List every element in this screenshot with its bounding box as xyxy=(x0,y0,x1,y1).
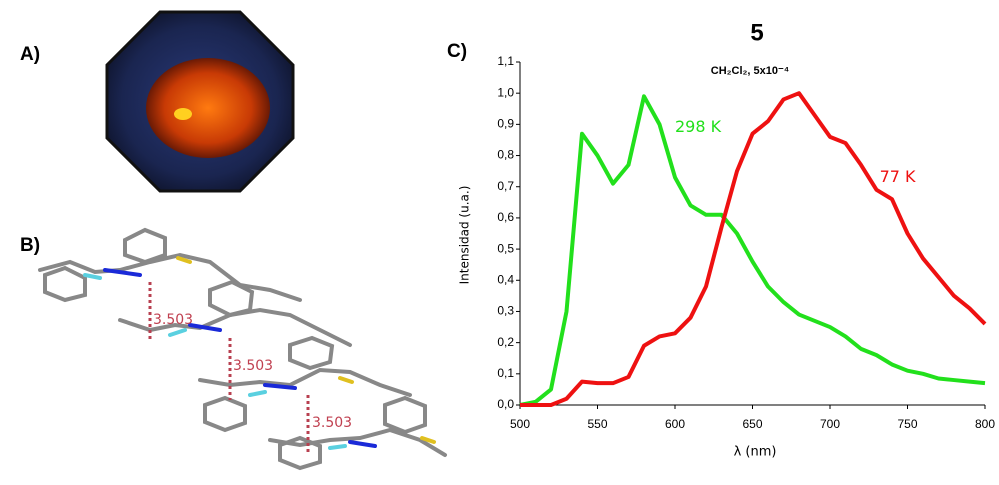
y-tick-label: 0,5 xyxy=(497,241,514,255)
x-tick-label: 550 xyxy=(587,417,607,431)
series-line xyxy=(520,96,985,405)
y-tick-label: 0,0 xyxy=(497,397,514,411)
series-label: 77 K xyxy=(880,167,916,186)
y-tick-label: 0,4 xyxy=(497,272,514,286)
y-tick-label: 0,2 xyxy=(497,335,514,349)
y-tick-label: 0,6 xyxy=(497,210,514,224)
x-tick-label: 800 xyxy=(975,417,995,431)
crystal-structure xyxy=(40,230,445,468)
y-tick-label: 1,1 xyxy=(497,54,514,68)
y-tick-label: 0,9 xyxy=(497,117,514,131)
figure: A) B) C) 3.503 3.503 3.503 5 CH₂Cl₂, 5x1… xyxy=(0,0,999,481)
distance-label: 3.503 xyxy=(233,358,273,374)
x-tick-label: 750 xyxy=(897,417,917,431)
panel-label: A) xyxy=(20,44,40,65)
distance-label: 3.503 xyxy=(153,312,193,328)
chart-title: 5 xyxy=(750,19,763,46)
y-tick-label: 0,7 xyxy=(497,179,514,193)
y-tick-label: 0,1 xyxy=(497,366,514,380)
y-tick-label: 1,0 xyxy=(497,85,514,99)
x-tick-label: 600 xyxy=(665,417,685,431)
y-axis-label: Intensidad (u.a.) xyxy=(458,186,472,285)
x-axis-label: λ (nm) xyxy=(734,445,777,460)
x-tick-label: 650 xyxy=(742,417,762,431)
x-tick-label: 500 xyxy=(510,417,530,431)
series-line xyxy=(520,93,985,405)
y-tick-label: 0,8 xyxy=(497,148,514,162)
series-label: 298 K xyxy=(675,117,722,136)
distance-label: 3.503 xyxy=(312,415,352,431)
y-tick-label: 0,3 xyxy=(497,304,514,318)
photo xyxy=(107,12,293,191)
chart-subtitle: CH₂Cl₂, 5x10⁻⁴ xyxy=(711,65,790,77)
panel-label: C) xyxy=(447,41,467,62)
x-tick-label: 700 xyxy=(820,417,840,431)
panel-label: B) xyxy=(20,235,40,256)
